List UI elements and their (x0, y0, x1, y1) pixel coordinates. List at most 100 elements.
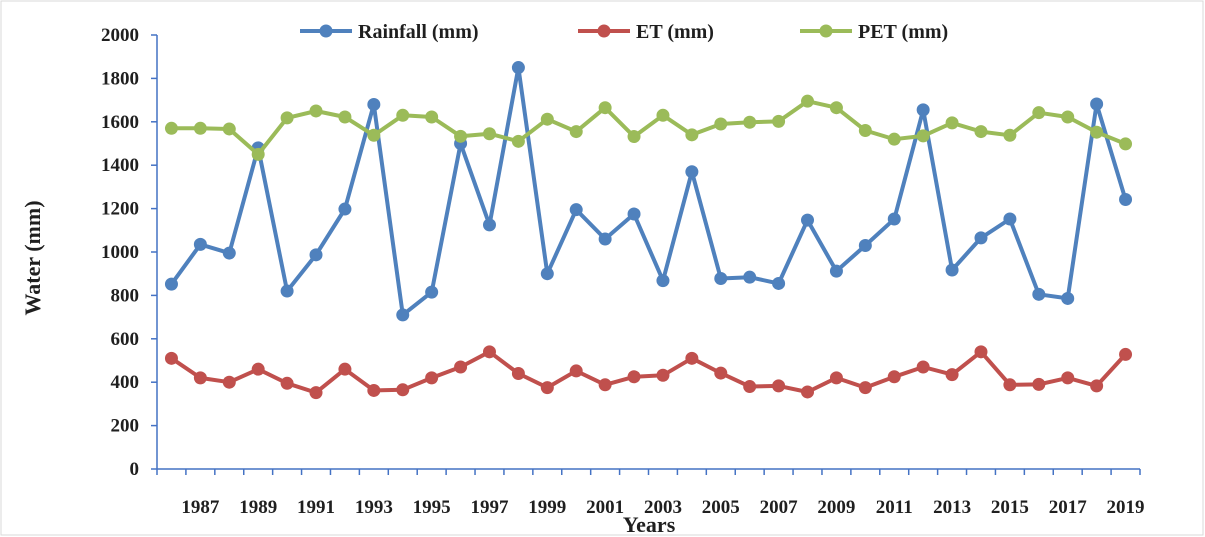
data-point (1061, 371, 1075, 385)
data-point (974, 125, 988, 139)
data-point (685, 351, 699, 365)
x-tick-label: 2009 (817, 497, 855, 518)
x-tick-label: 2017 (1049, 497, 1088, 518)
data-point (482, 218, 496, 232)
legend: Rainfall (mm) ET (mm) PET (mm) (300, 21, 948, 43)
data-point (916, 360, 930, 374)
data-point (425, 110, 439, 124)
data-point (309, 248, 323, 262)
x-tick-label: 2015 (991, 497, 1029, 518)
data-point (482, 127, 496, 141)
data-point (974, 345, 988, 359)
data-point (454, 129, 468, 143)
data-point (598, 232, 612, 246)
data-point (1119, 137, 1133, 151)
y-tick-label: 1800 (101, 68, 139, 89)
data-point (772, 276, 786, 290)
x-axis-title: Years (623, 512, 676, 537)
data-point (714, 271, 728, 285)
data-point (743, 270, 757, 284)
x-tick-label: 2001 (586, 497, 624, 518)
data-point (425, 371, 439, 385)
data-point (772, 114, 786, 128)
data-point (540, 267, 554, 281)
data-point (396, 308, 410, 322)
data-point (598, 378, 612, 392)
data-point (1061, 291, 1075, 305)
data-point (222, 122, 236, 136)
y-tick-label: 1200 (101, 199, 139, 220)
x-tick-label: 1987 (181, 497, 220, 518)
data-point (1119, 347, 1133, 361)
data-point (280, 284, 294, 298)
data-point (511, 134, 525, 148)
x-tick-label: 1993 (355, 497, 393, 518)
data-point (858, 381, 872, 395)
data-point (772, 379, 786, 393)
data-point (367, 383, 381, 397)
data-point (338, 362, 352, 376)
y-tick-label: 400 (111, 372, 140, 393)
data-point (454, 360, 468, 374)
data-point (714, 117, 728, 131)
data-point (887, 212, 901, 226)
data-point (164, 351, 178, 365)
data-point (916, 129, 930, 143)
series-line (170, 349, 1127, 395)
legend-item: PET (mm) (800, 21, 948, 43)
data-point (945, 116, 959, 130)
data-point (396, 108, 410, 122)
data-point (1090, 379, 1104, 393)
data-point (1003, 128, 1017, 142)
data-point (887, 370, 901, 384)
legend-swatch-marker (819, 24, 833, 38)
data-point (280, 376, 294, 390)
x-tick-label: 1997 (470, 497, 509, 518)
series-line (169, 65, 1128, 317)
data-point (251, 362, 265, 376)
series-1 (164, 345, 1133, 400)
data-point (1032, 287, 1046, 301)
y-tick-label: 600 (111, 329, 140, 350)
x-tick-label: 2003 (644, 497, 682, 518)
data-point (193, 121, 207, 135)
y-tick-label: 800 (111, 285, 140, 306)
legend-swatch-marker (597, 24, 611, 38)
data-point (222, 375, 236, 389)
series-2 (164, 94, 1133, 161)
data-point (193, 371, 207, 385)
data-point (193, 237, 207, 251)
data-point (685, 128, 699, 142)
data-point (569, 203, 583, 217)
y-axis-ticks: 0 200 400 600 800 1000 1200 1400 1600 1800 2000 (101, 25, 157, 480)
data-point (829, 264, 843, 278)
data-point (801, 94, 815, 108)
data-point (425, 285, 439, 299)
legend-label: Rainfall (mm) (358, 21, 479, 43)
data-point (858, 123, 872, 137)
legend-label: ET (mm) (636, 21, 714, 43)
y-tick-label: 1000 (101, 242, 139, 263)
y-tick-label: 0 (130, 459, 140, 480)
data-point (164, 121, 178, 135)
data-point (1090, 125, 1104, 139)
data-point (916, 103, 930, 117)
y-tick-label: 2000 (101, 25, 139, 46)
x-axis-ticks: 1987 1989 1991 1993 1995 1997 1999 2001 2003 2005… (156, 469, 1145, 518)
x-tick-label: 1995 (413, 497, 451, 518)
x-tick-label: 1991 (297, 497, 335, 518)
data-point (714, 366, 728, 380)
data-point (569, 125, 583, 139)
y-axis-title: Water (mm) (20, 200, 45, 315)
data-point (829, 371, 843, 385)
y-tick-label: 1400 (101, 155, 139, 176)
data-point (945, 368, 959, 382)
x-tick-label: 2019 (1107, 497, 1145, 518)
x-tick-label: 1999 (528, 497, 566, 518)
data-point (829, 101, 843, 115)
data-point (974, 231, 988, 245)
legend-item: ET (mm) (578, 21, 714, 43)
series-layer (164, 61, 1133, 400)
data-point (1003, 378, 1017, 392)
